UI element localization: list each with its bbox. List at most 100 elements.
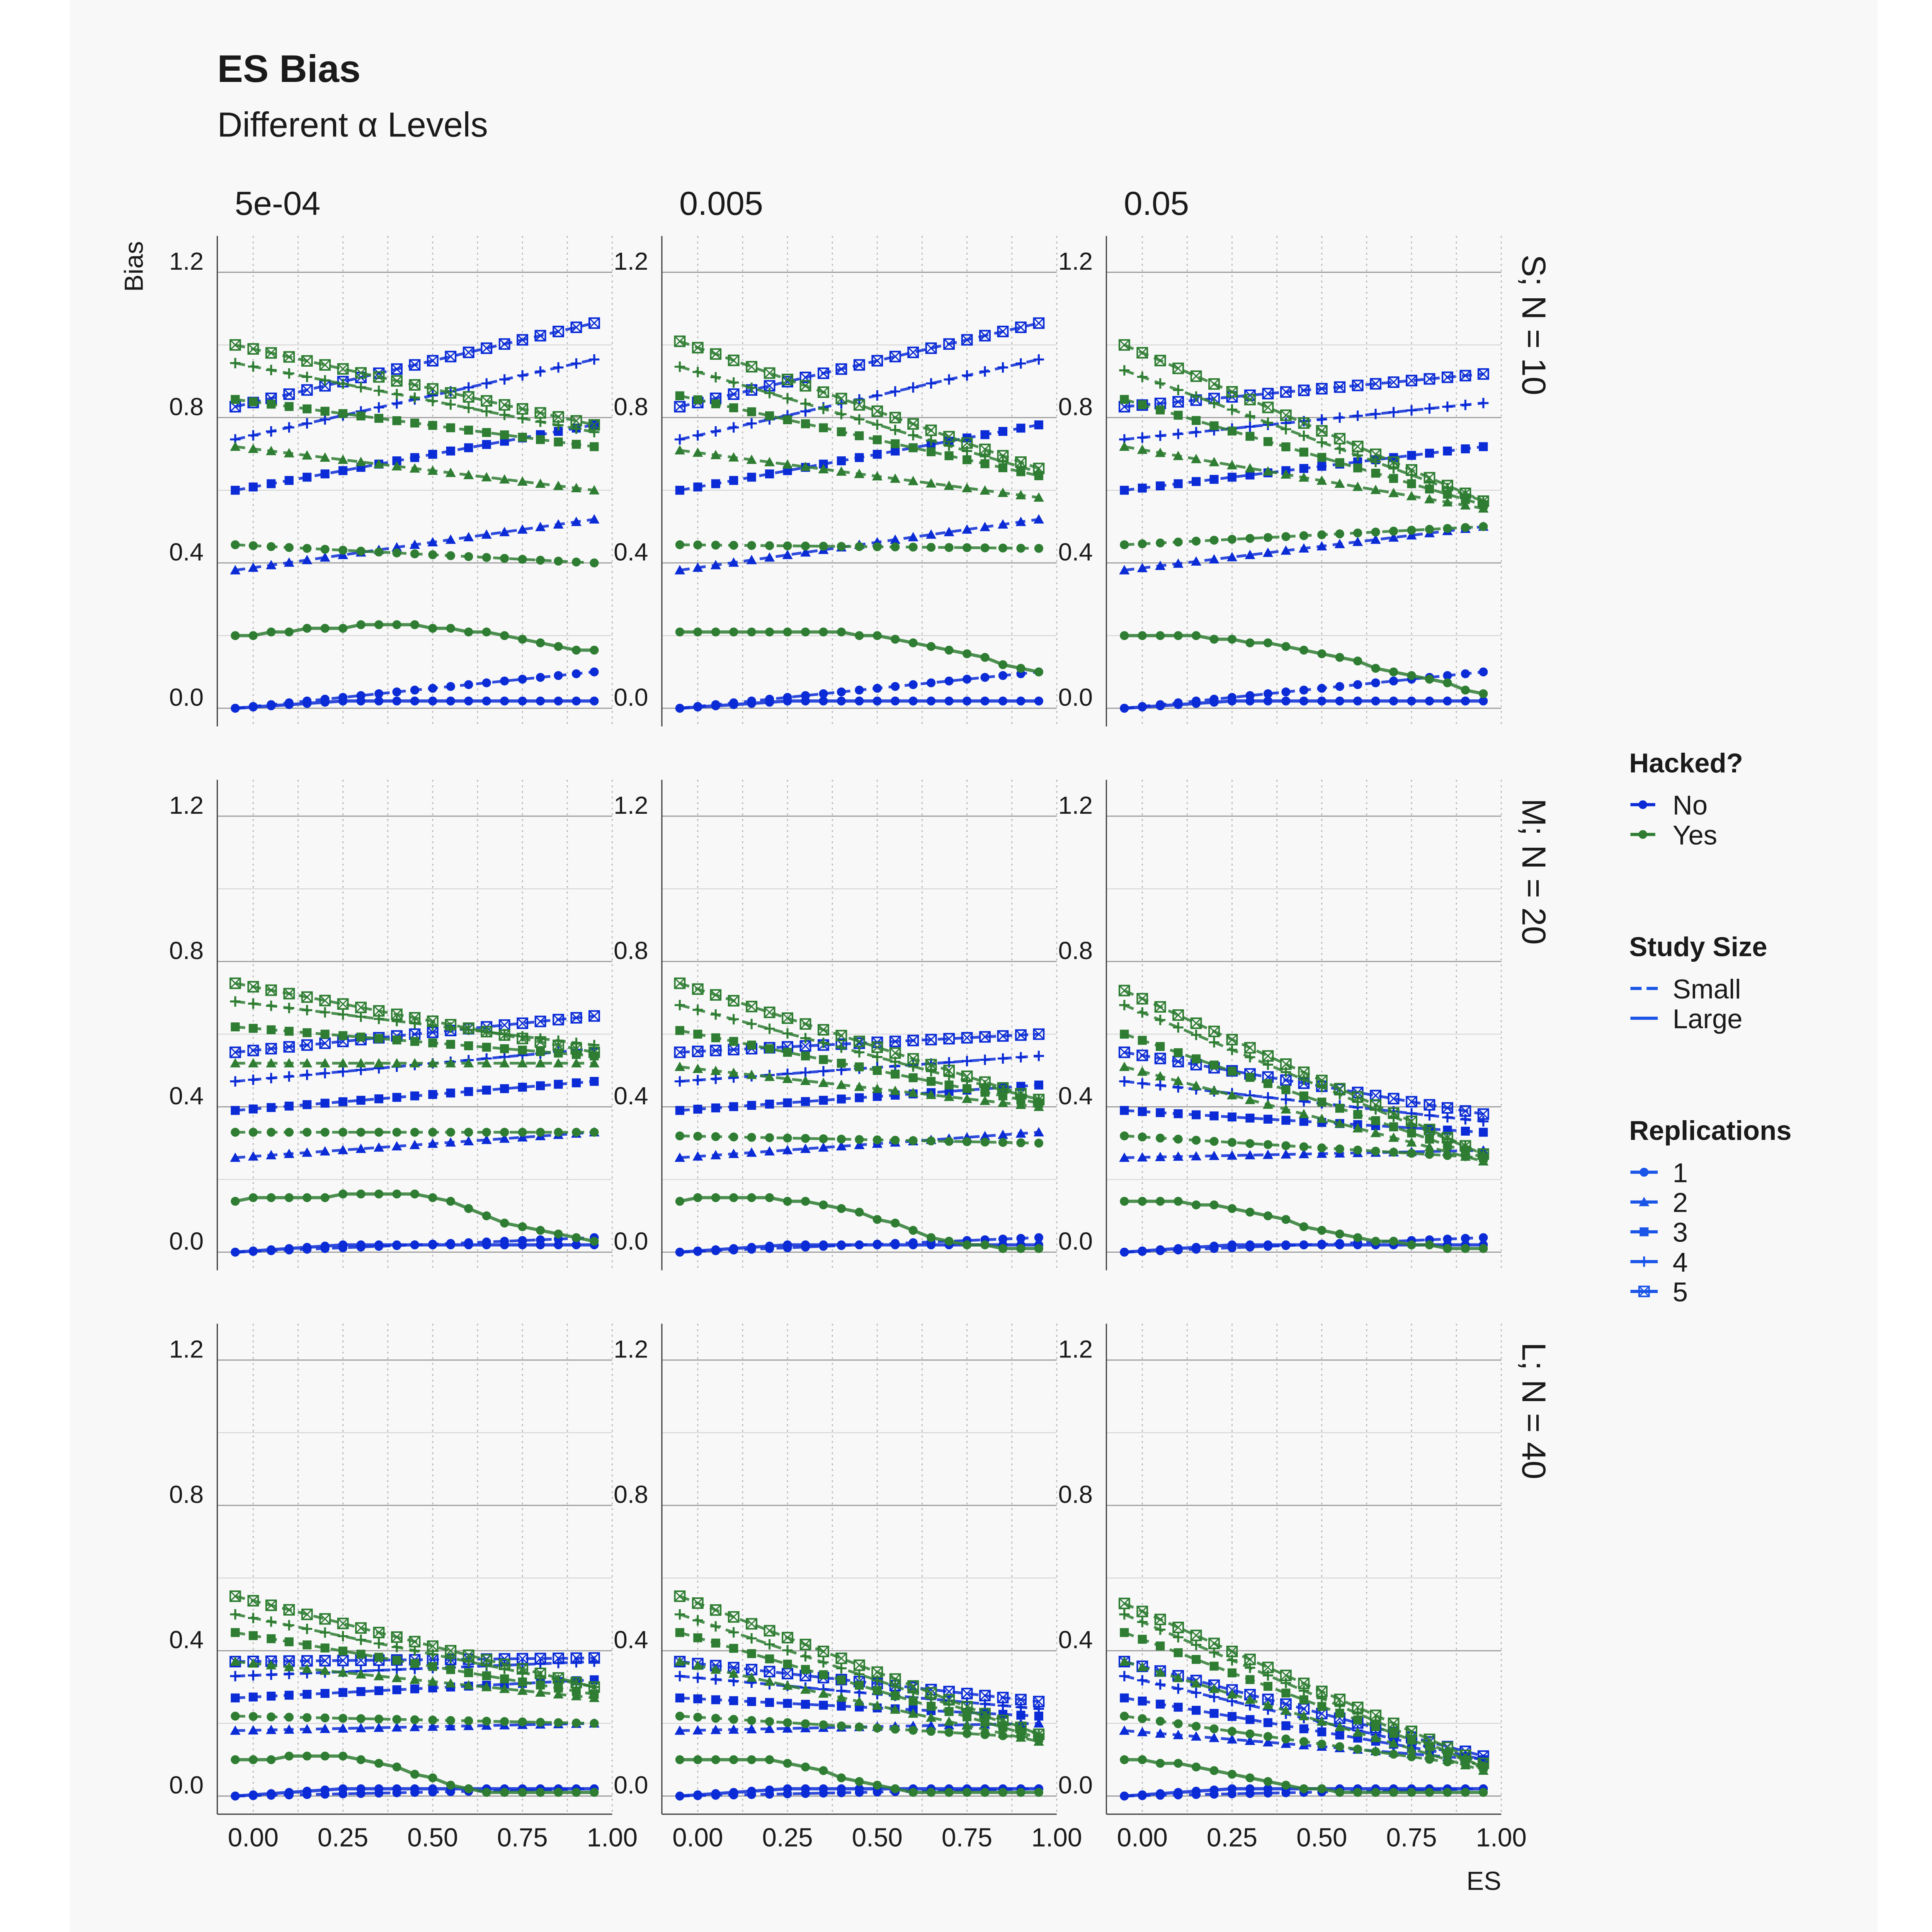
series-no-rep2-point (284, 557, 294, 567)
series-yes-rep2-point (230, 441, 241, 451)
series-yes-rep2-point (890, 473, 901, 483)
series-yes-rep4-point (746, 1633, 757, 1644)
series-yes-rep4-point (1173, 1022, 1184, 1033)
series-yes-rep5-point-box (229, 339, 241, 351)
series-yes-rep1-large-point (1227, 1204, 1237, 1213)
series-yes-rep5-point (1033, 463, 1045, 474)
series-no-rep2-point (944, 527, 954, 536)
series-yes-rep2-point (248, 1658, 259, 1668)
series-yes-rep5-point-box (728, 1611, 740, 1623)
series-no-rep1-large-point (284, 1788, 294, 1797)
series-no-rep5-point-d2 (944, 338, 955, 350)
series-yes-rep5-point-box (319, 995, 331, 1007)
series-yes-rep1-large-point (1034, 1244, 1043, 1253)
series-yes-rep5-point-box (1406, 1725, 1417, 1737)
series-yes-rep1-point (1443, 524, 1452, 533)
series-yes-rep2-point (1262, 466, 1273, 476)
series-no-rep1-large-point (267, 1789, 276, 1798)
series-no-rep3-point (248, 482, 258, 492)
series-yes-rep5-point (943, 1694, 955, 1706)
series-yes-rep5-point-box (247, 343, 259, 355)
series-yes-rep4-point (1352, 1708, 1363, 1719)
series-yes-rep5-point-d2 (1460, 1750, 1471, 1761)
series-yes-rep5-point-d2 (746, 361, 757, 372)
series-yes-rep2-point (373, 459, 384, 468)
series-no-rep2-point (230, 1152, 241, 1162)
series-no-rep5-point-d2 (1442, 1102, 1453, 1114)
series-no-rep1-small-point (536, 673, 545, 682)
series-yes-rep3-point (446, 1040, 455, 1049)
series-no-rep1-large-point (571, 1240, 581, 1250)
series-no-rep3-point (284, 1101, 294, 1111)
series-no-rep5-point (409, 359, 421, 371)
series-yes-rep3-point (1389, 474, 1398, 483)
series-yes-rep3-point (711, 1638, 720, 1648)
series-yes-rep2-point (854, 468, 865, 478)
series-no-rep1-large-point (855, 696, 864, 706)
series-yes-rep5-point (1154, 1001, 1166, 1013)
series-yes-rep5-point-d2 (1209, 378, 1220, 389)
series-yes-rep2-point (818, 464, 829, 474)
series-no-rep4-point (553, 362, 564, 373)
series-no-rep5-point-box (1136, 1049, 1148, 1061)
series-yes-rep1-point (927, 543, 936, 552)
series-yes-rep2-point (338, 1667, 349, 1677)
series-yes-rep5-point (1244, 1653, 1256, 1665)
series-yes-rep1-large-point (356, 1189, 366, 1199)
series-yes-rep2-point (1406, 1137, 1417, 1147)
series-no-rep3-point (1209, 1709, 1219, 1718)
series-yes-rep5-point (764, 1007, 776, 1018)
series-no-rep5-point-d2 (674, 1047, 685, 1058)
series-yes-rep1-large-point (944, 645, 954, 655)
series-no-rep2-point (248, 1151, 259, 1161)
series-no-rep1-small-point (1479, 1233, 1488, 1242)
series-yes-rep5-point (498, 1658, 510, 1670)
series-no-rep2-point (284, 1724, 294, 1734)
series-yes-rep1-large-point (1479, 1244, 1488, 1253)
series-yes-rep2-point (674, 445, 685, 455)
y-tick-label: 0.0 (614, 1771, 648, 1799)
series-no-rep1-large-point (518, 696, 527, 706)
series-yes-rep3-point (837, 1675, 846, 1685)
series-yes-rep3-point (571, 440, 581, 449)
series-no-rep2-point (553, 519, 564, 529)
series-yes-rep5-point (1388, 456, 1400, 468)
series-yes-rep1-point (980, 543, 990, 553)
series-no-rep5-point-d2 (710, 1045, 721, 1056)
series-yes-rep5-point (1352, 440, 1364, 452)
series-yes-rep5-point-box (409, 379, 421, 391)
series-yes-rep5-point-d2 (800, 1019, 811, 1030)
series-yes-rep5-point-box (1352, 1701, 1364, 1713)
series-no-rep3-point (1461, 444, 1470, 454)
series-no-rep5-point-box (1334, 381, 1346, 393)
series-no-rep5-point-box (1118, 1046, 1130, 1058)
series-yes-rep5-point-d2 (1226, 1646, 1238, 1657)
series-no-rep5-point-box (799, 371, 811, 383)
series-no-rep3-point (801, 1097, 810, 1106)
series-yes-rep5-point (782, 374, 793, 385)
series-yes-rep1-large-point (980, 1240, 990, 1250)
series-no-rep3-point (1034, 420, 1043, 430)
series-no-rep4-point (463, 382, 474, 393)
series-yes-rep3-point (1335, 458, 1344, 467)
series-yes-rep2-point (692, 1660, 703, 1670)
series-yes-rep5-point-d2 (1478, 496, 1489, 507)
series-no-rep1-large-point (747, 1787, 756, 1796)
series-no-rep2-point (1262, 1150, 1273, 1159)
series-no-rep1-small-point (482, 678, 491, 687)
series-no-rep5-point-d2 (836, 364, 847, 375)
x-tick-label: 0.50 (852, 1823, 903, 1852)
series-yes-rep5-point-box (373, 1005, 385, 1017)
series-yes-rep1-point (374, 1714, 384, 1724)
series-yes-rep3-point (1389, 1122, 1398, 1131)
series-yes-rep1-point (1120, 1131, 1129, 1141)
series-yes-rep5-point (373, 1005, 385, 1017)
series-no-rep3-point (1461, 1126, 1470, 1136)
series-no-rep1-large-point (1245, 1240, 1255, 1250)
series-yes-rep1-large-point (1120, 1197, 1129, 1206)
series-yes-rep1-large-point (518, 1222, 527, 1231)
series-yes-rep1-point (356, 546, 366, 556)
series-no-rep3-point (693, 1694, 702, 1704)
series-no-rep5-point-d2 (391, 364, 402, 375)
series-no-rep5-point-d2 (1460, 1105, 1471, 1117)
